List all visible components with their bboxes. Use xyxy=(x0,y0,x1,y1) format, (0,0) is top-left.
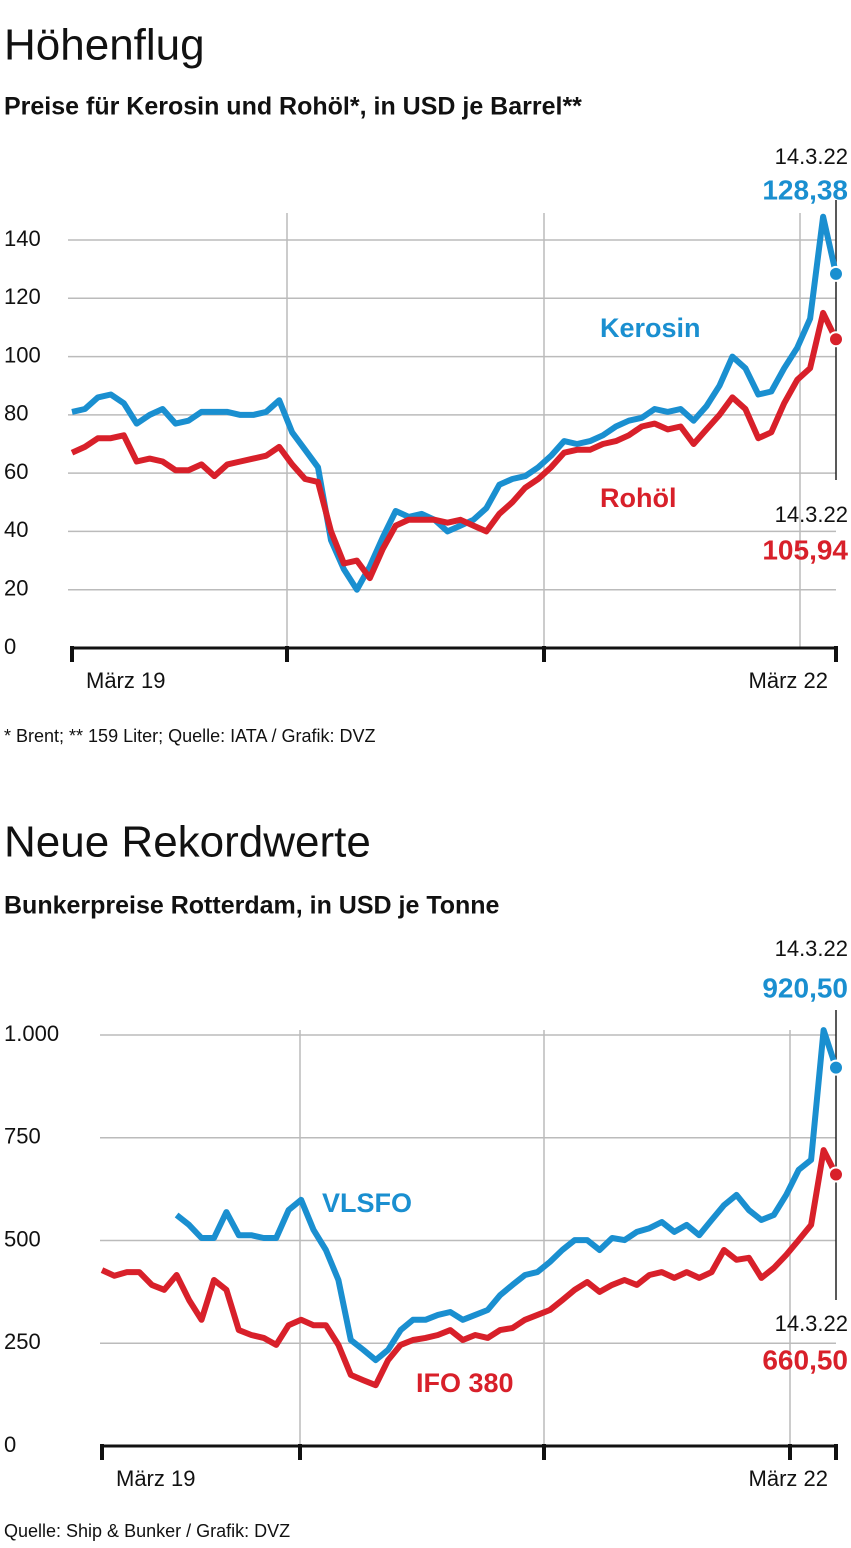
end-value-label: 105,94 xyxy=(762,534,848,565)
chart-title: Höhenflug xyxy=(4,21,205,70)
y-tick-label: 500 xyxy=(4,1226,41,1251)
y-tick-label: 20 xyxy=(4,576,28,601)
end-value-label: 128,38 xyxy=(762,174,848,205)
series-line xyxy=(100,1147,839,1389)
x-tick-label: März 19 xyxy=(116,1466,195,1491)
y-tick-label: 80 xyxy=(4,401,28,426)
end-point xyxy=(828,1059,844,1076)
end-date: 14.3.22 xyxy=(775,936,848,961)
source-note: * Brent; ** 159 Liter; Quelle: IATA / Gr… xyxy=(4,726,375,746)
end-point xyxy=(828,331,844,348)
y-tick-label: 0 xyxy=(4,634,16,659)
end-point xyxy=(828,265,844,282)
y-tick-label: 250 xyxy=(4,1329,41,1354)
series-label: Rohöl xyxy=(600,483,676,513)
chart-title: Neue Rekordwerte xyxy=(4,818,371,867)
series-label: Kerosin xyxy=(600,313,701,343)
end-date: 14.3.22 xyxy=(775,144,848,169)
end-date: 14.3.22 xyxy=(775,502,848,527)
end-value-label: 920,50 xyxy=(762,972,848,1003)
series-line xyxy=(70,309,839,582)
x-tick-label: März 19 xyxy=(86,668,165,693)
y-tick-label: 140 xyxy=(4,226,41,251)
y-tick-label: 40 xyxy=(4,517,28,542)
series-line xyxy=(174,1027,839,1364)
y-tick-label: 100 xyxy=(4,342,41,367)
y-tick-label: 60 xyxy=(4,459,28,484)
y-tick-label: 0 xyxy=(4,1432,16,1457)
series-label: IFO 380 xyxy=(416,1368,514,1398)
x-tick-label: März 22 xyxy=(749,668,828,693)
end-date: 14.3.22 xyxy=(775,1311,848,1336)
chart-subtitle: Bunkerpreise Rotterdam, in USD je Tonne xyxy=(4,892,500,920)
source-note: Quelle: Ship & Bunker / Grafik: DVZ xyxy=(4,1521,290,1541)
y-tick-label: 120 xyxy=(4,284,41,309)
x-tick-label: März 22 xyxy=(749,1466,828,1491)
y-tick-label: 750 xyxy=(4,1124,41,1149)
end-point xyxy=(828,1166,844,1183)
chart-subtitle: Preise für Kerosin und Rohöl*, in USD je… xyxy=(4,93,582,121)
series-label: VLSFO xyxy=(322,1188,412,1218)
end-value-label: 660,50 xyxy=(762,1344,848,1375)
y-tick-label: 1.000 xyxy=(4,1021,59,1046)
series-line xyxy=(71,213,839,593)
